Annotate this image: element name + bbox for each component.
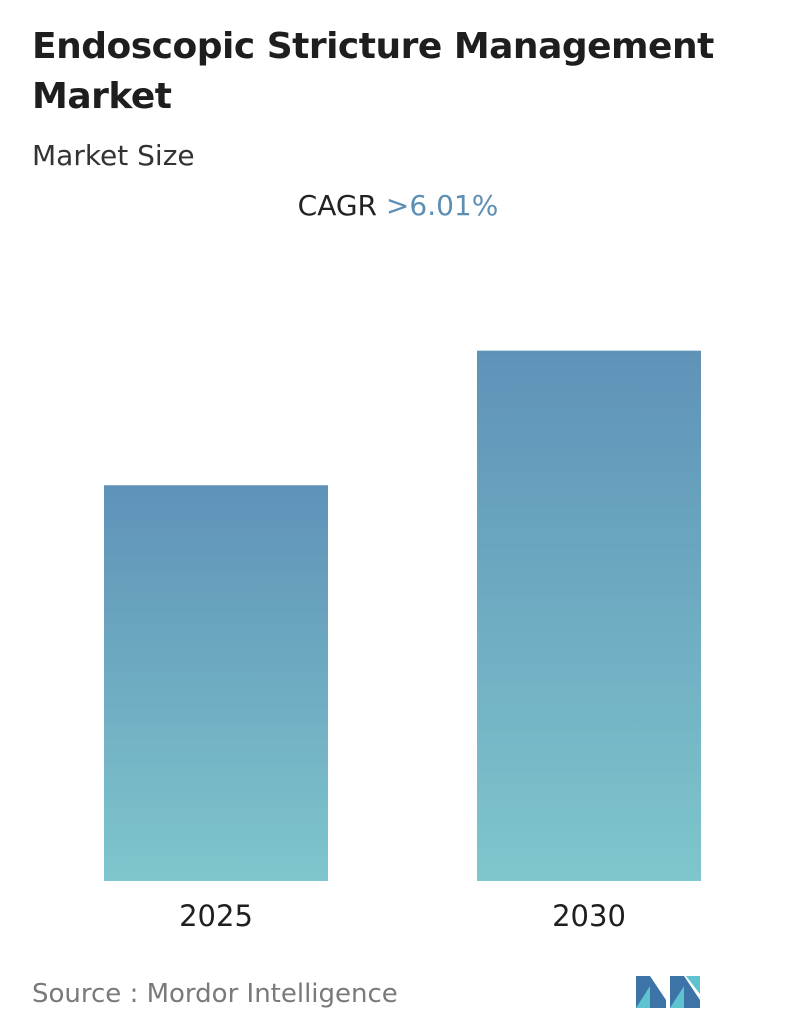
bars-group: [104, 350, 701, 881]
mordor-intelligence-logo-icon: [636, 976, 700, 1008]
x-tick-label-2030: 2030: [552, 899, 626, 933]
x-tick-labels: 2025 2030: [179, 899, 626, 933]
bar-2025: [104, 485, 328, 881]
bar-2030: [477, 350, 701, 881]
chart-subtitle: Market Size: [32, 139, 195, 172]
cagr-label: CAGR: [297, 189, 378, 222]
source-note: Source : Mordor Intelligence: [32, 979, 398, 1009]
x-tick-label-2025: 2025: [179, 899, 253, 933]
cagr-value: >6.01%: [385, 189, 499, 222]
chart-title: Endoscopic Stricture Management Market: [32, 26, 714, 117]
cagr-readout: CAGR >6.01%: [0, 188, 796, 224]
